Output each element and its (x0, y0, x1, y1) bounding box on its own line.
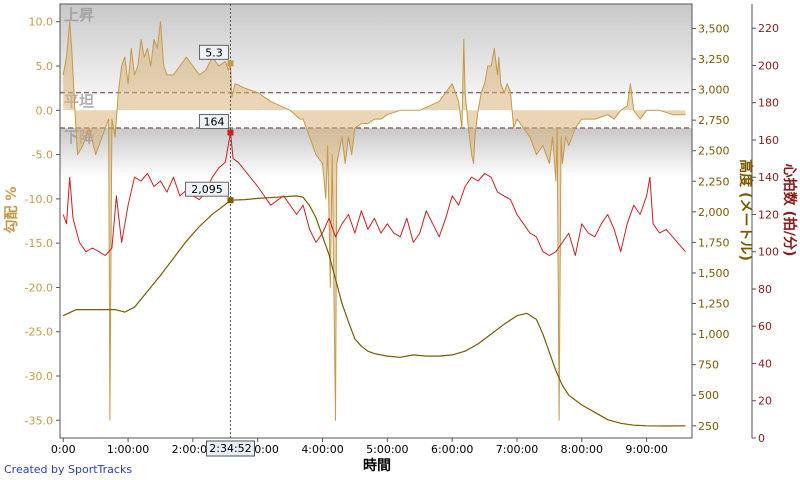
grade-tick-label: -25.0 (25, 326, 53, 339)
marker-label-box (198, 44, 229, 60)
axes: 10.0 5.0 0.0 -5.0 -10.0 -15.0 -20.0 -25.0 -30.0 -… (25, 4, 779, 456)
hr-tick-label: 40 (758, 357, 772, 370)
hr-tick-label: 120 (758, 208, 779, 221)
hr-tick-label: 80 (758, 283, 772, 296)
altitude-tick-label: 750 (698, 359, 719, 372)
altitude-tick-label: 1,250 (698, 298, 730, 311)
x-tick-label: 2:00:00 (172, 443, 214, 456)
grade-tick-label: 0.0 (36, 104, 54, 117)
marker-label-box (184, 181, 229, 197)
x-tick-label: 6:00:00 (431, 443, 473, 456)
hr-tick-label: 20 (758, 395, 772, 408)
grade-line (62, 21, 686, 421)
marker-dot (227, 197, 234, 204)
altitude-tick-label: 3,000 (698, 84, 730, 97)
altitude-tick-label: 3,500 (698, 22, 730, 35)
grade-tick-label: -20.0 (25, 281, 53, 294)
marker-dot (227, 60, 234, 67)
hr-tick-label: 200 (758, 59, 779, 72)
altitude-tick-label: 1,500 (698, 267, 730, 280)
x-tick-label: 4:00:00 (301, 443, 343, 456)
cursor-time-label: 2:34:52 (209, 442, 251, 455)
x-tick-label: 1:00:00 (107, 443, 149, 456)
markers: 2:34:52 5.3 164 2,095 (184, 4, 255, 457)
marker-label: 2,095 (191, 183, 223, 196)
zone-descent (60, 128, 692, 178)
marker-label: 5.3 (205, 46, 223, 59)
grade-axis-title: 勾配 % (3, 187, 20, 234)
cursor-time-box (205, 440, 255, 457)
altitude-tick-label: 500 (698, 389, 719, 402)
altitude-tick-label: 2,000 (698, 206, 730, 219)
marker-label: 164 (203, 116, 224, 129)
heart-rate-line (62, 132, 686, 256)
plot-frame (59, 3, 693, 439)
altitude-tick-label: 250 (698, 420, 719, 433)
credit-text[interactable]: Created by SportTracks (4, 463, 133, 476)
hr-tick-label: 160 (758, 134, 779, 147)
grade-tick-label: -30.0 (25, 370, 53, 383)
altitude-tick-label: 1,000 (698, 328, 730, 341)
hr-axis-title: 心拍数 (拍/分) (781, 164, 798, 257)
zone-label: 上昇 (64, 6, 94, 24)
hr-tick-label: 60 (758, 320, 772, 333)
grade-tick-label: -35.0 (25, 414, 53, 427)
hr-tick-label: 180 (758, 97, 779, 110)
grade-area (63, 21, 686, 421)
altitude-line (62, 195, 686, 427)
altitude-tick-label: 1,750 (698, 236, 730, 249)
grade-tick-label: -15.0 (25, 237, 53, 250)
altitude-tick-label: 2,500 (698, 145, 730, 158)
x-axis-title: 時間 (363, 457, 391, 474)
plot-border (59, 3, 693, 439)
x-tick-label: 9:00:00 (625, 443, 667, 456)
altitude-axis-title: 高度 (メートル) (737, 159, 754, 261)
x-tick-label: 8:00:00 (561, 443, 603, 456)
hr-tick-label: 140 (758, 171, 779, 184)
altitude-tick-label: 2,750 (698, 114, 730, 127)
marker-dot (227, 129, 234, 136)
hr-tick-label: 220 (758, 22, 779, 35)
altitude-tick-label: 3,250 (698, 53, 730, 66)
grade-tick-label: 10.0 (29, 16, 54, 29)
grade-tick-label: -10.0 (25, 193, 53, 206)
hr-tick-label: 100 (758, 246, 779, 259)
marker-label-box (198, 114, 229, 130)
x-tick-label: 5:00:00 (366, 443, 408, 456)
series-layer (62, 21, 686, 427)
grade-tick-label: 5.0 (36, 60, 54, 73)
x-tick-label: 0:00 (51, 443, 76, 456)
x-tick-label: 7:00:00 (496, 443, 538, 456)
grade-tick-label: -5.0 (32, 149, 53, 162)
hr-tick-label: 0 (758, 432, 765, 445)
altitude-tick-label: 2,250 (698, 175, 730, 188)
